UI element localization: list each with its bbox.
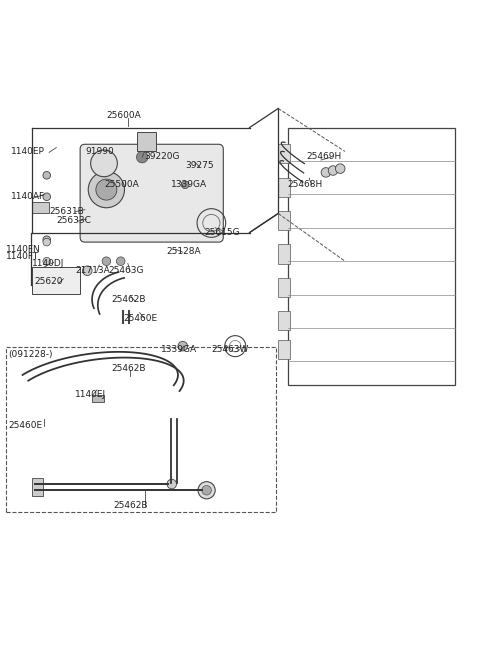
Bar [137,133,156,152]
Text: 25469H: 25469H [307,152,342,161]
Text: 25633C: 25633C [56,216,91,225]
Text: 25462B: 25462B [111,295,145,304]
Circle shape [116,257,125,266]
Text: 91990: 91990 [85,147,114,156]
FancyBboxPatch shape [80,144,223,242]
Text: 25462B: 25462B [111,364,145,373]
Text: 25468H: 25468H [288,180,323,190]
Circle shape [43,236,50,243]
Text: 25462B: 25462B [114,501,148,510]
Circle shape [88,171,124,208]
Text: 1140EJ: 1140EJ [75,390,107,400]
Text: 25460E: 25460E [9,421,43,430]
Circle shape [321,168,331,177]
Text: 1140FT: 1140FT [6,252,39,261]
Text: 1140DJ: 1140DJ [33,259,65,268]
Bar [278,340,290,359]
Circle shape [96,179,117,200]
Circle shape [91,150,117,176]
Bar [278,312,290,331]
Circle shape [167,480,177,489]
Bar [278,211,290,230]
Text: 25463W: 25463W [211,345,249,354]
Circle shape [198,482,215,499]
Bar [92,395,104,402]
Text: 39220G: 39220G [144,152,180,161]
Text: 1140FN: 1140FN [6,245,41,254]
Text: 25128A: 25128A [166,247,201,256]
Text: 25615G: 25615G [204,228,240,237]
Bar [278,144,290,163]
Text: (091228-): (091228-) [9,350,53,359]
Circle shape [43,238,50,246]
Text: 25600A: 25600A [107,111,141,120]
Text: 25460E: 25460E [123,314,157,323]
Text: 25463G: 25463G [109,266,144,276]
Circle shape [328,166,338,175]
Circle shape [202,485,211,495]
Circle shape [136,152,148,163]
Text: 25631B: 25631B [49,207,84,216]
Text: 1140EP: 1140EP [11,147,45,156]
Bar [33,478,43,496]
Circle shape [43,171,50,179]
Bar [278,278,290,297]
Text: 21713A: 21713A [75,266,110,276]
Text: 39275: 39275 [185,161,214,171]
Circle shape [336,164,345,173]
Circle shape [83,266,92,276]
Bar [278,245,290,264]
Circle shape [102,257,111,266]
Text: 1339GA: 1339GA [171,180,207,190]
Text: 25500A: 25500A [104,180,139,190]
Bar [278,178,290,197]
Circle shape [181,181,189,189]
Text: 1140AF: 1140AF [11,192,45,201]
Circle shape [43,257,50,265]
Circle shape [43,193,50,201]
Bar [33,268,80,294]
Bar [6,347,276,512]
Bar [288,127,455,385]
Text: 25620: 25620 [35,277,63,286]
Bar [33,201,49,213]
Text: 1339GA: 1339GA [161,345,197,354]
Circle shape [178,341,188,351]
